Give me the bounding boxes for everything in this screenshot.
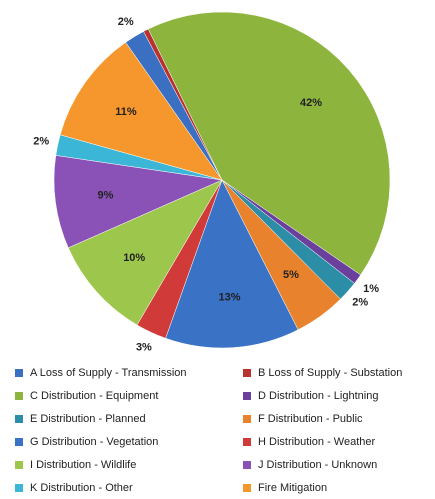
legend-swatch: [243, 392, 251, 400]
legend-swatch: [243, 369, 251, 377]
slice-label: 11%: [115, 106, 137, 118]
legend-label: K Distribution - Other: [30, 482, 133, 494]
legend-label: D Distribution - Lightning: [258, 390, 378, 402]
pie-slice: [59, 42, 223, 181]
slice-label: 2%: [352, 297, 368, 309]
legend-swatch: [243, 415, 251, 423]
slice-label: 5%: [283, 269, 299, 281]
slice-label: 2%: [118, 16, 134, 28]
legend-label: G Distribution - Vegetation: [30, 436, 158, 448]
legend-swatch: [15, 438, 23, 446]
slice-label: 3%: [136, 341, 152, 353]
legend-swatch: [15, 484, 23, 492]
pie-slice: [147, 11, 391, 276]
legend-label: A Loss of Supply - Transmission: [30, 367, 187, 379]
legend-label: J Distribution - Unknown: [258, 459, 377, 471]
pie-slice: [53, 155, 223, 249]
legend-swatch: [243, 438, 251, 446]
pie-slice: [165, 179, 299, 349]
legend-swatch: [243, 461, 251, 469]
legend-swatch: [15, 369, 23, 377]
slice-label: 2%: [33, 135, 49, 147]
legend-label: C Distribution - Equipment: [30, 390, 158, 402]
slice-label: 9%: [98, 190, 114, 202]
legend-label: Fire Mitigation: [258, 482, 327, 494]
pie-slice: [67, 179, 223, 326]
slice-label: 42%: [300, 97, 322, 109]
legend-label: B Loss of Supply - Substation: [258, 367, 402, 379]
legend-swatch: [15, 392, 23, 400]
slice-label: 10%: [123, 252, 145, 264]
slice-label: 13%: [218, 291, 240, 303]
legend-label: F Distribution - Public: [258, 413, 363, 425]
legend-swatch: [15, 415, 23, 423]
legend-label: E Distribution - Planned: [30, 413, 146, 425]
slice-label: 1%: [363, 283, 379, 295]
legend-label: H Distribution - Weather: [258, 436, 376, 448]
legend-swatch: [15, 461, 23, 469]
legend-label: I Distribution - Wildlife: [30, 459, 136, 471]
legend-swatch: [243, 484, 251, 492]
